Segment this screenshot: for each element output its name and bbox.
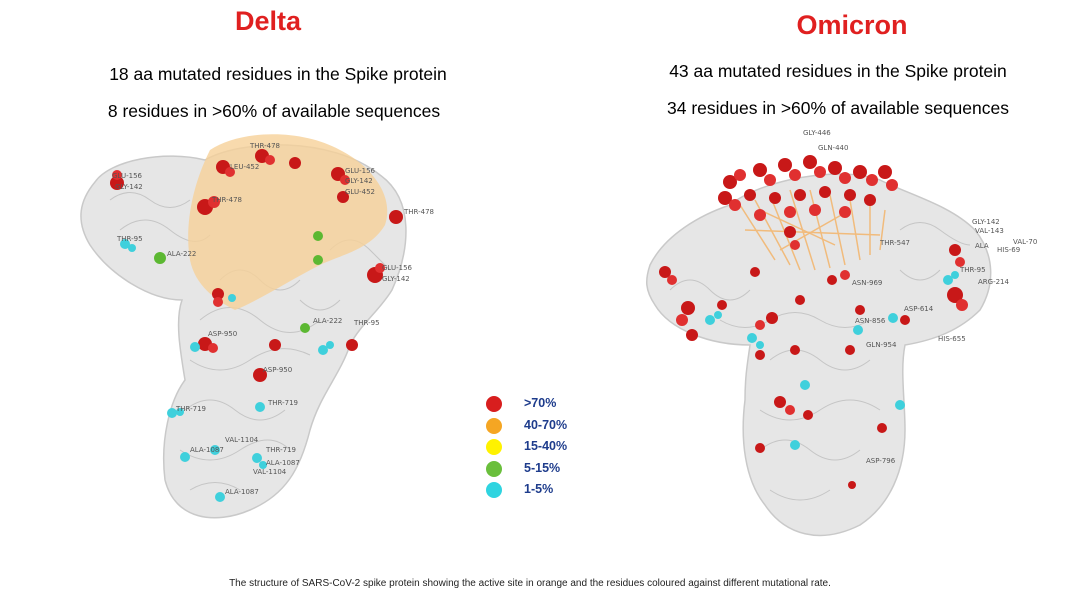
residue-label: ASP-950 [208, 330, 237, 338]
legend-swatch-orange [486, 417, 502, 434]
legend-swatch-yellow [486, 439, 502, 455]
residue-label: ALA-1087 [190, 446, 224, 454]
residue-label: THR-719 [265, 446, 296, 454]
legend-swatch-cyan [486, 482, 502, 498]
residue-label: GLY-142 [972, 218, 1000, 226]
legend-swatch-green [486, 460, 502, 477]
legend-label: 1-5% [524, 482, 554, 496]
residue-label: ALA-222 [313, 317, 342, 325]
omicron-residue-labels: GLY-446 GLN-440 GLY-142 VAL-143 VAL-70 A… [803, 129, 1037, 465]
residue-label: GLU-156 [382, 264, 413, 272]
residue-label: THR-95 [353, 319, 380, 327]
residue-label: GLU-452 [345, 188, 375, 196]
legend-item: 15-40% [486, 437, 606, 459]
residue-label: VAL-1104 [225, 436, 259, 444]
delta-residues [110, 149, 403, 502]
omicron-line-2: 34 residues in >60% of available sequenc… [667, 98, 1009, 118]
residue-label: ASP-950 [263, 366, 292, 374]
residue-label: GLY-446 [803, 129, 831, 137]
spike-structures: GLU-156 GLY-142 THR-95 ALA-222 THR-478 L… [80, 129, 1037, 537]
delta-line-1: 18 aa mutated residues in the Spike prot… [109, 64, 447, 84]
legend-label: 15-40% [524, 439, 568, 453]
residue-label: VAL-1104 [253, 468, 287, 476]
residue-label: GLY-142 [115, 183, 143, 191]
residue-label: THR-478 [249, 142, 280, 150]
residue-label: GLN-440 [818, 144, 848, 152]
residue-label: THR-478 [211, 196, 242, 204]
residue-label: GLY-142 [345, 177, 373, 185]
residue-label: THR-719 [175, 405, 206, 413]
legend-item: 5-15% [486, 459, 606, 481]
omicron-structure: GLY-446 GLN-440 GLY-142 VAL-143 VAL-70 A… [645, 129, 1037, 537]
legend-label: 40-70% [524, 417, 568, 432]
delta-structure: GLU-156 GLY-142 THR-95 ALA-222 THR-478 L… [80, 134, 434, 519]
delta-residue-labels: GLU-156 GLY-142 THR-95 ALA-222 THR-478 L… [112, 142, 434, 496]
legend-label: >70% [524, 396, 557, 410]
legend-item: 40-70% [486, 416, 606, 438]
residue-label: GLU-156 [112, 172, 143, 180]
legend-swatch-red [486, 396, 502, 412]
residue-label: THR-719 [267, 399, 298, 407]
omicron-line-1: 43 aa mutated residues in the Spike prot… [669, 61, 1007, 81]
omicron-ribbons [669, 222, 971, 501]
residue-label: THR-547 [879, 239, 910, 247]
figure-caption: The structure of SARS-CoV-2 spike protei… [229, 578, 831, 589]
legend-item: >70% [486, 394, 606, 416]
residue-label: ASN-969 [852, 279, 882, 287]
residue-label: VAL-70 [1013, 238, 1037, 246]
residue-label: GLN-954 [866, 341, 897, 349]
omicron-residues [659, 155, 968, 489]
residue-label: ALA [975, 242, 989, 250]
residue-label: ARG-214 [978, 278, 1010, 286]
residue-label: GLY-142 [382, 275, 410, 283]
legend-label: 5-15% [524, 460, 561, 475]
legend-item: 1-5% [486, 480, 606, 502]
residue-label: LEU-452 [230, 163, 259, 171]
residue-label: ALA-1087 [266, 459, 300, 467]
residue-label: ALA-222 [167, 250, 196, 258]
residue-label: HIS-69 [997, 246, 1020, 254]
residue-label: THR-95 [116, 235, 143, 243]
residue-label: ASN-856 [855, 317, 886, 325]
residue-label: GLU-156 [345, 167, 376, 175]
residue-label: THR-478 [403, 208, 434, 216]
delta-title: Delta [234, 6, 302, 36]
residue-label: ASP-614 [904, 305, 934, 313]
residue-label: HIS-655 [938, 335, 966, 343]
residue-label: THR-95 [959, 266, 986, 274]
residue-label: VAL-143 [975, 227, 1004, 235]
residue-label: ASP-796 [866, 457, 896, 465]
omicron-title: Omicron [796, 10, 908, 40]
residue-label: ALA-1087 [225, 488, 259, 496]
delta-line-2: 8 residues in >60% of available sequence… [107, 101, 441, 121]
mutation-rate-legend: >70% 40-70% 15-40% 5-15% 1-5% [486, 394, 606, 502]
